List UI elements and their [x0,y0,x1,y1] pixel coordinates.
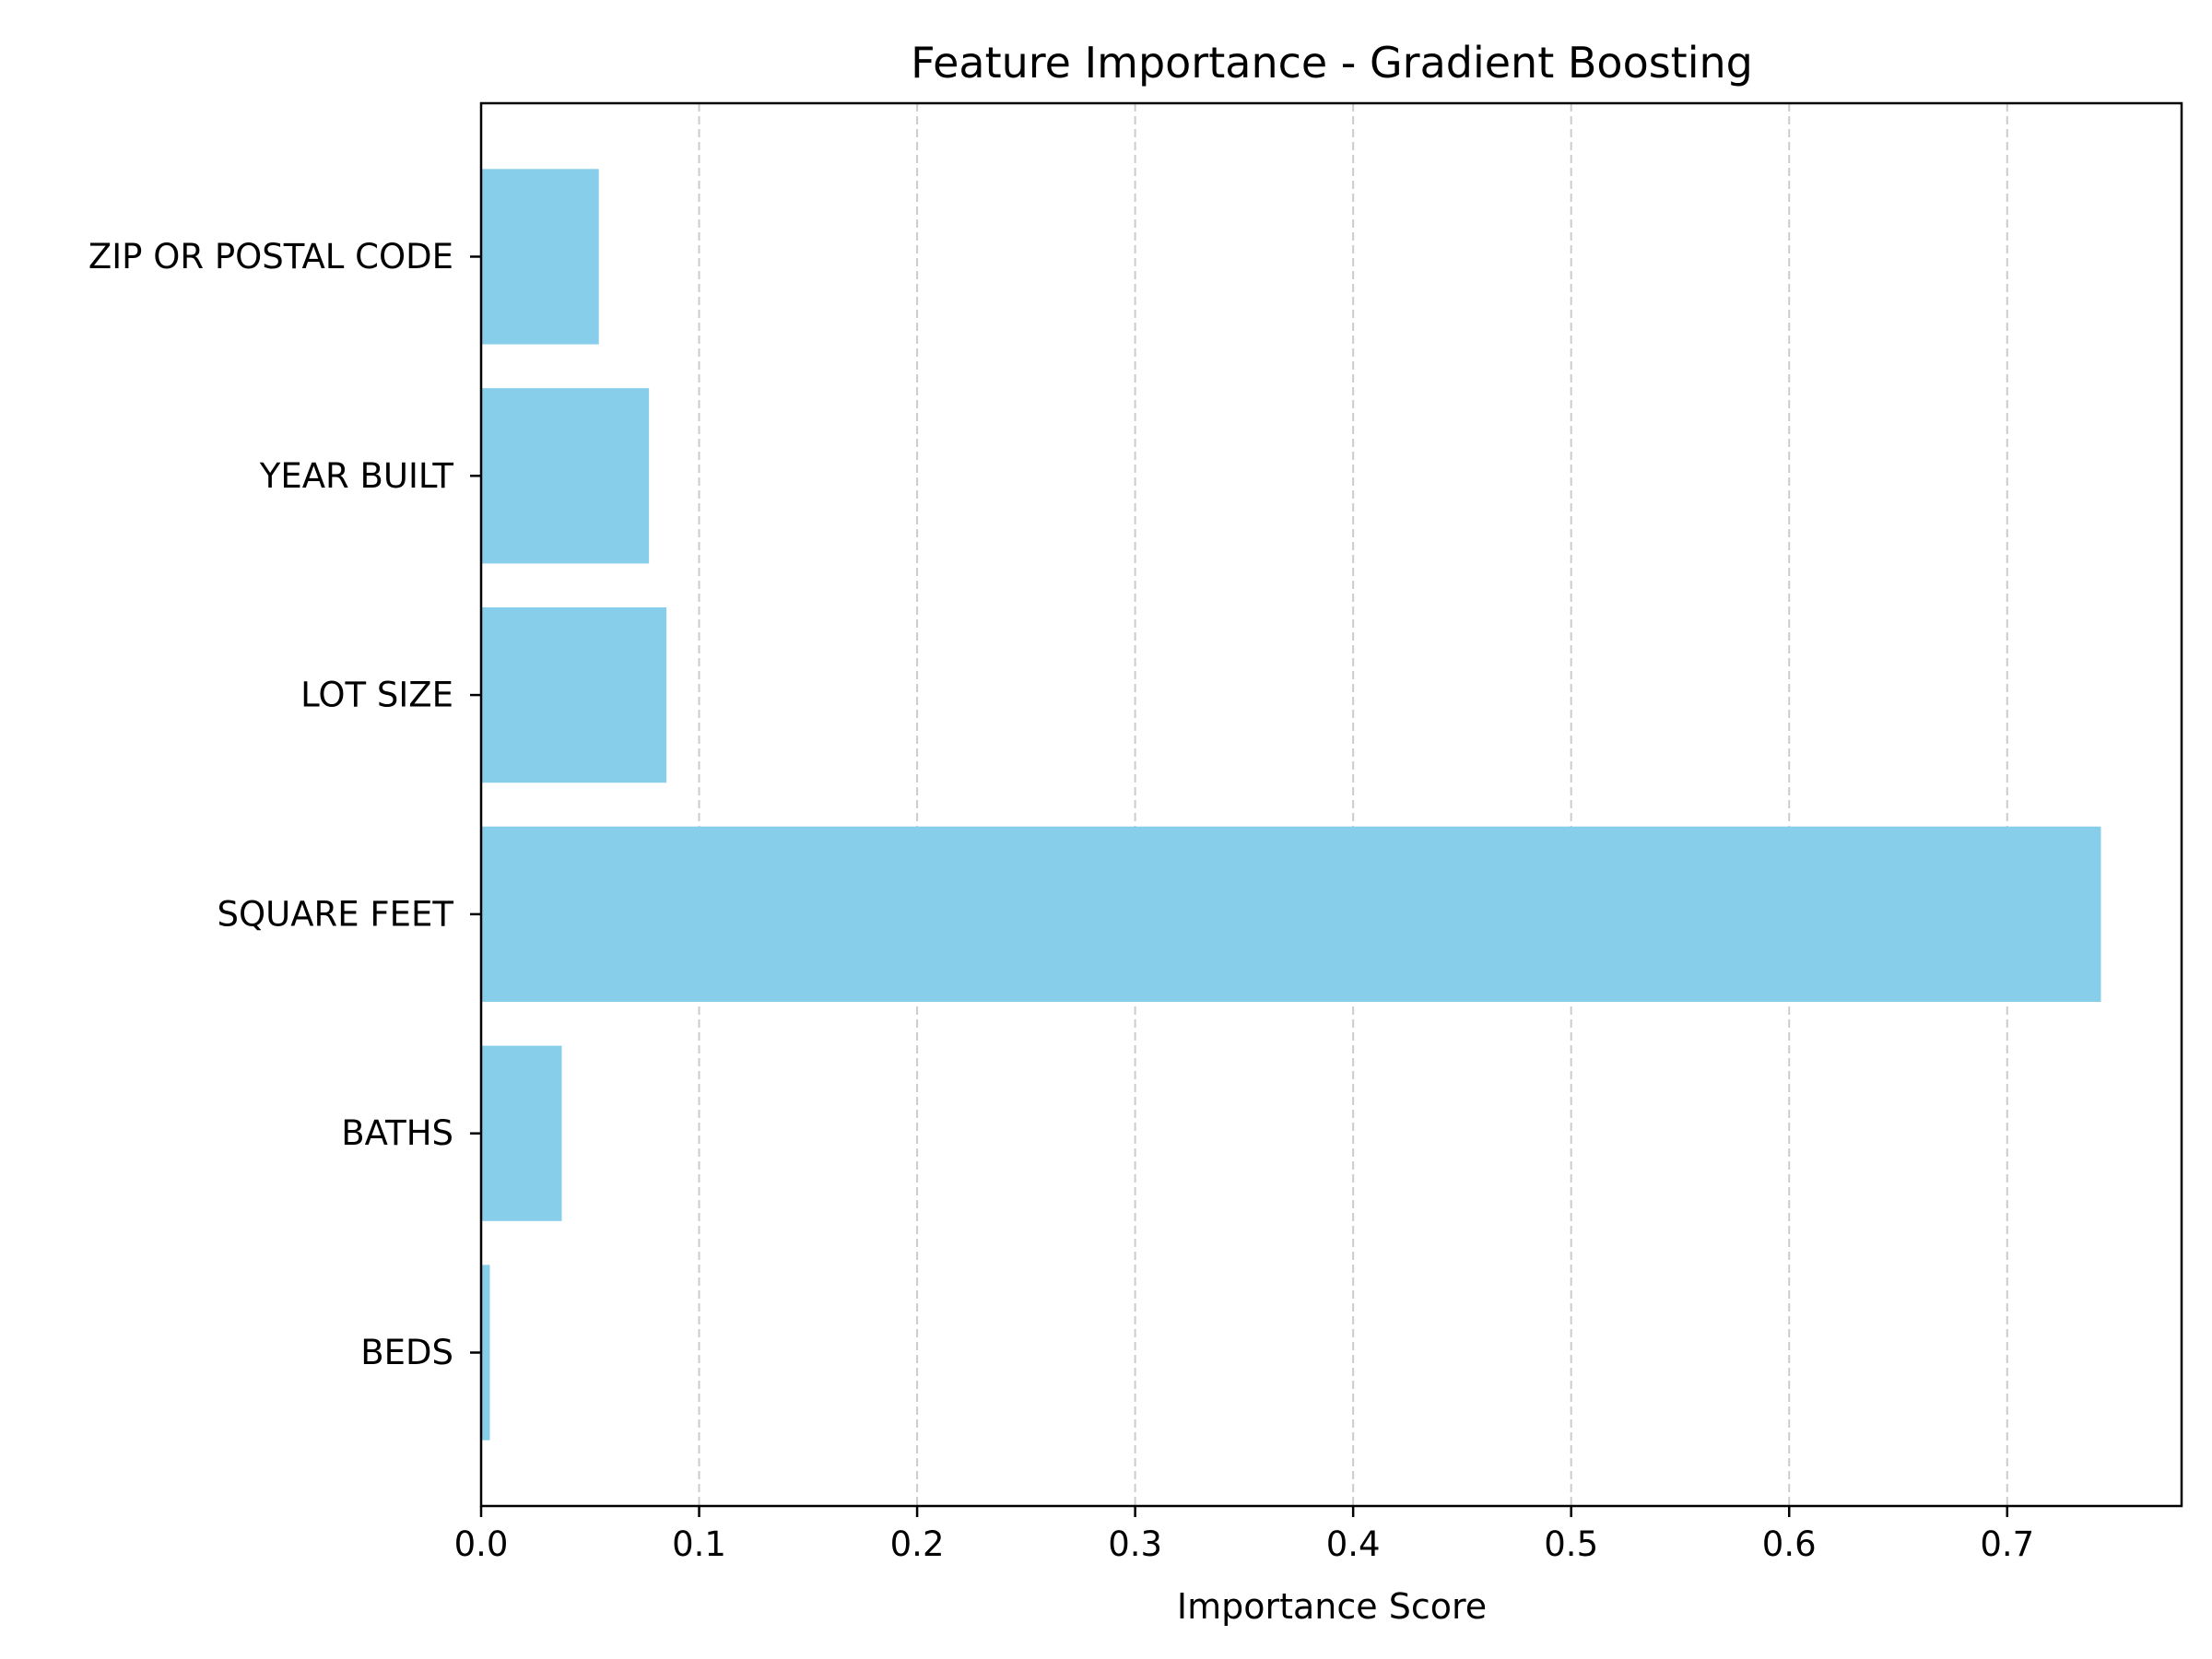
y-tick-label: ZIP OR POSTAL CODE [88,237,453,276]
y-axis-ticks: BEDS BATHS SQUARE FEET LOT SIZE YEAR BUILT ZI… [88,237,481,1372]
y-tick-label: YEAR BUILT [259,456,454,496]
chart-title: Feature Importance - Gradient Boosting [911,38,1753,88]
x-axis-ticks: 0.0 0.1 0.2 0.3 0.4 0.5 0.6 0.7 [454,1506,2034,1564]
y-tick-label: LOT SIZE [300,676,453,715]
bar-lot-size [481,606,667,783]
x-tick-label: 0.4 [1326,1524,1381,1564]
x-tick-label: 0.1 [672,1524,726,1564]
x-tick-label: 0.6 [1762,1524,1817,1564]
y-tick-label: BATHS [341,1113,453,1153]
x-tick-label: 0.5 [1544,1524,1598,1564]
grid-lines [698,103,2008,1506]
bar-year-built [481,388,650,564]
x-tick-label: 0.3 [1108,1524,1162,1564]
y-tick-label: SQUARE FEET [218,894,454,934]
bar-square-feet [481,826,2101,1003]
x-tick-label: 0.7 [1980,1524,2034,1564]
axes [479,101,2183,1508]
x-axis-label: Importance Score [1177,1586,1487,1627]
bar-beds [481,1265,490,1441]
y-tick-label: BEDS [360,1333,453,1372]
x-tick-label: 0.0 [454,1524,509,1564]
x-tick-label: 0.2 [890,1524,945,1564]
bar-baths [481,1045,562,1221]
plot-frame [479,101,2183,1508]
bars [481,169,2101,1441]
bar-zip-or-postal-code [481,169,599,345]
